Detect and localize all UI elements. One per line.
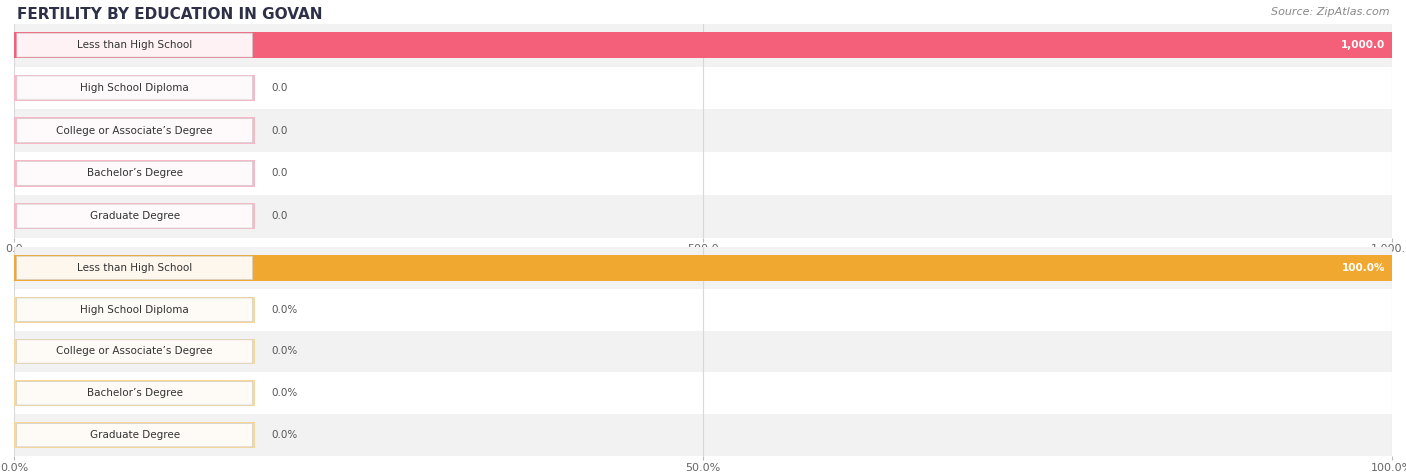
Text: Graduate Degree: Graduate Degree bbox=[90, 430, 180, 440]
FancyBboxPatch shape bbox=[17, 423, 253, 447]
FancyBboxPatch shape bbox=[17, 381, 253, 405]
Text: 0.0%: 0.0% bbox=[271, 304, 298, 315]
Bar bbox=[14, 195, 1392, 238]
Bar bbox=[14, 339, 256, 364]
Text: Bachelor’s Degree: Bachelor’s Degree bbox=[87, 168, 183, 179]
Text: 0.0%: 0.0% bbox=[271, 430, 298, 440]
FancyBboxPatch shape bbox=[17, 76, 253, 100]
Bar bbox=[14, 24, 1392, 66]
FancyBboxPatch shape bbox=[17, 256, 253, 280]
Text: Graduate Degree: Graduate Degree bbox=[90, 211, 180, 221]
Bar bbox=[14, 109, 1392, 152]
Text: 0.0%: 0.0% bbox=[271, 346, 298, 357]
Text: 0.0: 0.0 bbox=[271, 168, 288, 179]
Bar bbox=[14, 152, 1392, 195]
Bar bbox=[14, 372, 1392, 414]
Text: College or Associate’s Degree: College or Associate’s Degree bbox=[56, 125, 212, 136]
Bar bbox=[14, 380, 256, 406]
Text: 0.0%: 0.0% bbox=[271, 388, 298, 399]
Bar bbox=[14, 75, 256, 101]
FancyBboxPatch shape bbox=[17, 119, 253, 142]
Bar bbox=[14, 255, 1392, 281]
FancyBboxPatch shape bbox=[17, 298, 253, 322]
Bar bbox=[14, 203, 256, 229]
Bar bbox=[14, 32, 1392, 58]
Bar bbox=[14, 160, 256, 187]
Bar bbox=[14, 414, 1392, 456]
Text: Less than High School: Less than High School bbox=[77, 263, 193, 273]
Text: 0.0: 0.0 bbox=[271, 83, 288, 93]
Text: High School Diploma: High School Diploma bbox=[80, 83, 188, 93]
Text: College or Associate’s Degree: College or Associate’s Degree bbox=[56, 346, 212, 357]
Text: Bachelor’s Degree: Bachelor’s Degree bbox=[87, 388, 183, 399]
Bar bbox=[14, 422, 256, 448]
Text: High School Diploma: High School Diploma bbox=[80, 304, 188, 315]
Bar bbox=[14, 297, 256, 323]
Text: 0.0: 0.0 bbox=[271, 211, 288, 221]
FancyBboxPatch shape bbox=[17, 33, 253, 57]
Bar bbox=[14, 247, 1392, 289]
Text: 100.0%: 100.0% bbox=[1341, 263, 1385, 273]
FancyBboxPatch shape bbox=[17, 162, 253, 185]
Text: Source: ZipAtlas.com: Source: ZipAtlas.com bbox=[1271, 7, 1389, 17]
Text: 1,000.0: 1,000.0 bbox=[1341, 40, 1385, 50]
Text: 0.0: 0.0 bbox=[271, 125, 288, 136]
Text: Less than High School: Less than High School bbox=[77, 40, 193, 50]
Bar bbox=[14, 117, 256, 144]
Text: FERTILITY BY EDUCATION IN GOVAN: FERTILITY BY EDUCATION IN GOVAN bbox=[17, 7, 322, 22]
Bar bbox=[14, 289, 1392, 331]
FancyBboxPatch shape bbox=[17, 204, 253, 228]
Bar bbox=[14, 331, 1392, 372]
FancyBboxPatch shape bbox=[17, 340, 253, 363]
Bar bbox=[14, 66, 1392, 109]
